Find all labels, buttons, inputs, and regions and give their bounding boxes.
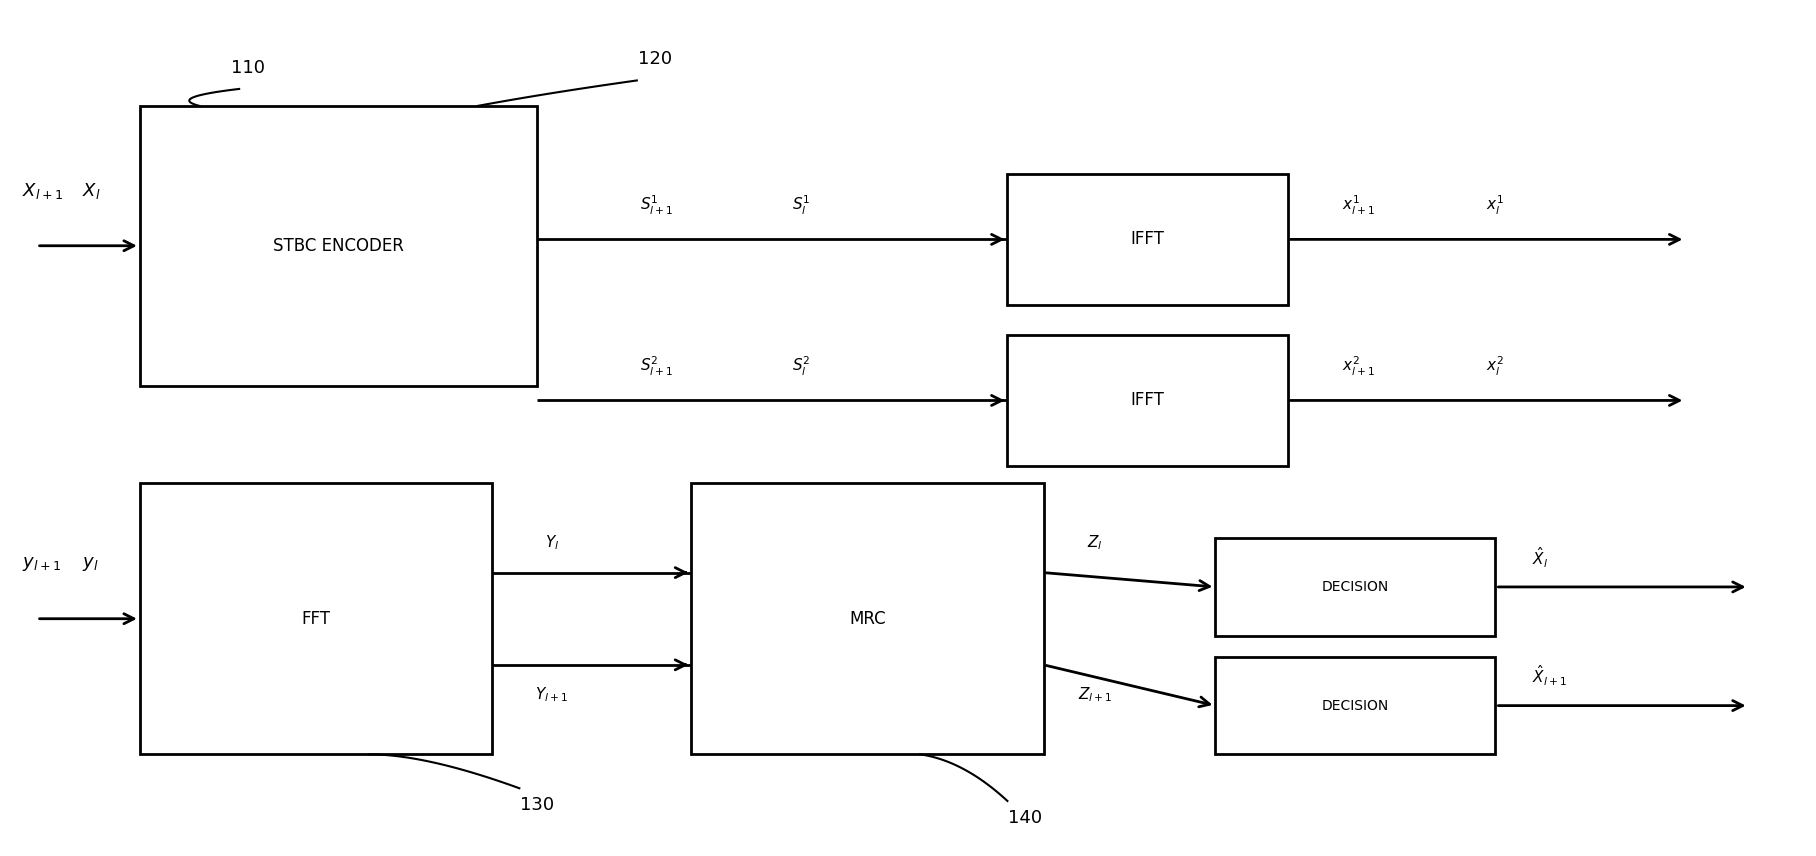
Bar [1215, 538, 1496, 636]
Text: $x^1_{l+1}$: $x^1_{l+1}$ [1342, 194, 1375, 217]
Bar [1215, 657, 1496, 754]
Text: IFFT: IFFT [1131, 391, 1164, 409]
Bar [692, 483, 1044, 754]
Text: STBC ENCODER: STBC ENCODER [272, 237, 403, 255]
Text: FFT: FFT [301, 609, 331, 627]
Text: $X_l$: $X_l$ [82, 181, 100, 200]
Text: DECISION: DECISION [1322, 580, 1389, 594]
Text: 130: 130 [521, 796, 554, 814]
Text: 120: 120 [637, 51, 672, 68]
Text: $Z_l$: $Z_l$ [1088, 533, 1102, 552]
Text: $Y_{l+1}$: $Y_{l+1}$ [536, 685, 568, 704]
Text: $Y_l$: $Y_l$ [545, 533, 559, 552]
Bar [1008, 174, 1288, 305]
Bar [1008, 335, 1288, 467]
Text: IFFT: IFFT [1131, 230, 1164, 248]
Text: $S^1_{l+1}$: $S^1_{l+1}$ [639, 194, 674, 217]
Bar [140, 106, 538, 385]
Text: 110: 110 [231, 59, 265, 77]
Bar [140, 483, 492, 754]
Text: MRC: MRC [850, 609, 886, 627]
Text: $y_l$: $y_l$ [82, 555, 98, 573]
Text: $S^2_{l+1}$: $S^2_{l+1}$ [639, 355, 674, 378]
Text: $S^1_l$: $S^1_l$ [792, 194, 810, 217]
Text: $X_{l+1}$: $X_{l+1}$ [22, 181, 64, 200]
Text: DECISION: DECISION [1322, 698, 1389, 712]
Text: 140: 140 [1008, 809, 1042, 827]
Text: $x^2_l$: $x^2_l$ [1487, 355, 1504, 378]
Text: $y_{l+1}$: $y_{l+1}$ [22, 555, 62, 573]
Text: $S^2_l$: $S^2_l$ [792, 355, 810, 378]
Text: $x^1_l$: $x^1_l$ [1487, 194, 1504, 217]
Text: $x^2_{l+1}$: $x^2_{l+1}$ [1342, 355, 1375, 378]
Text: $\hat{X}_l$: $\hat{X}_l$ [1531, 545, 1547, 569]
Text: $Z_{l+1}$: $Z_{l+1}$ [1079, 685, 1113, 704]
Text: $\hat{X}_{l+1}$: $\hat{X}_{l+1}$ [1531, 663, 1567, 688]
